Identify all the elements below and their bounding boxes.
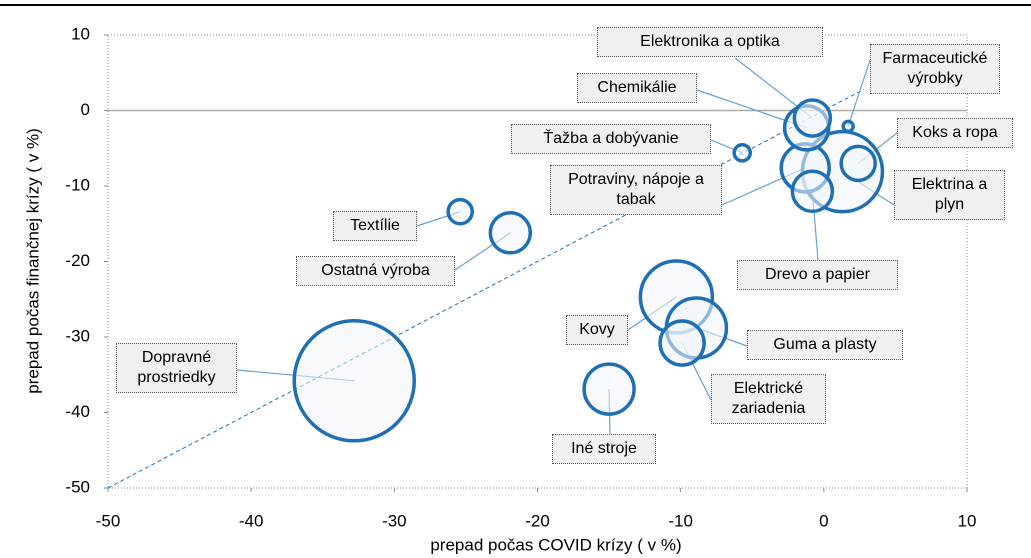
bubble-label: Textílie <box>333 211 417 241</box>
y-tick-label: 0 <box>81 100 90 119</box>
bubble-label: Iné stroje <box>552 434 656 464</box>
bubble-label: Koks a ropa <box>897 118 1013 148</box>
bubble <box>792 98 833 138</box>
x-axis-title: prepad počas COVID krízy ( v %) <box>430 535 681 554</box>
x-tick-label: -30 <box>382 511 407 530</box>
diagonal-line <box>107 88 865 489</box>
bubble-label: Guma a plasty <box>747 330 903 360</box>
bubble-label: Elektrické zariadenia <box>711 374 826 424</box>
bubble <box>488 211 533 255</box>
bubble-label: Ťažba a dobývanie <box>511 124 711 154</box>
y-axis-title: prepad počas finančnej krízy ( v %) <box>23 128 42 394</box>
y-tick-label: -10 <box>65 175 90 194</box>
bubble-label: Dopravné prostriedky <box>116 343 237 393</box>
bubble-label: Elektronika a optika <box>597 27 823 57</box>
bubble-label: Chemikálie <box>577 73 697 103</box>
bubble-label: Potraviny, nápoje a tabak <box>550 165 722 215</box>
x-tick-label: -50 <box>96 511 121 530</box>
bubble <box>839 144 877 183</box>
bubble <box>582 362 636 416</box>
x-tick-label: -40 <box>239 511 264 530</box>
bubble <box>841 119 855 134</box>
leader-line <box>847 59 871 127</box>
y-tick-label: -20 <box>65 251 90 270</box>
bubble-label: Kovy <box>566 315 628 345</box>
bubble-label: Drevo a papier <box>737 260 898 290</box>
bubble-label: Farmaceutické výrobky <box>870 44 1000 94</box>
bubble-label: Ostatná výroba <box>296 256 455 286</box>
y-tick-label: -30 <box>65 326 90 345</box>
bubble <box>790 169 835 214</box>
x-tick-label: 0 <box>819 511 828 530</box>
y-tick-label: 10 <box>71 24 90 43</box>
bubble-label: Elektrina a plyn <box>894 170 1005 220</box>
bubble <box>446 197 474 226</box>
x-tick-label: 10 <box>958 511 977 530</box>
bubble <box>292 319 416 443</box>
y-tick-label: -40 <box>65 402 90 421</box>
bubble <box>658 319 706 367</box>
x-tick-label: -10 <box>668 511 693 530</box>
bubble <box>732 142 753 163</box>
y-tick-label: -50 <box>65 477 90 496</box>
x-tick-label: -20 <box>525 511 550 530</box>
